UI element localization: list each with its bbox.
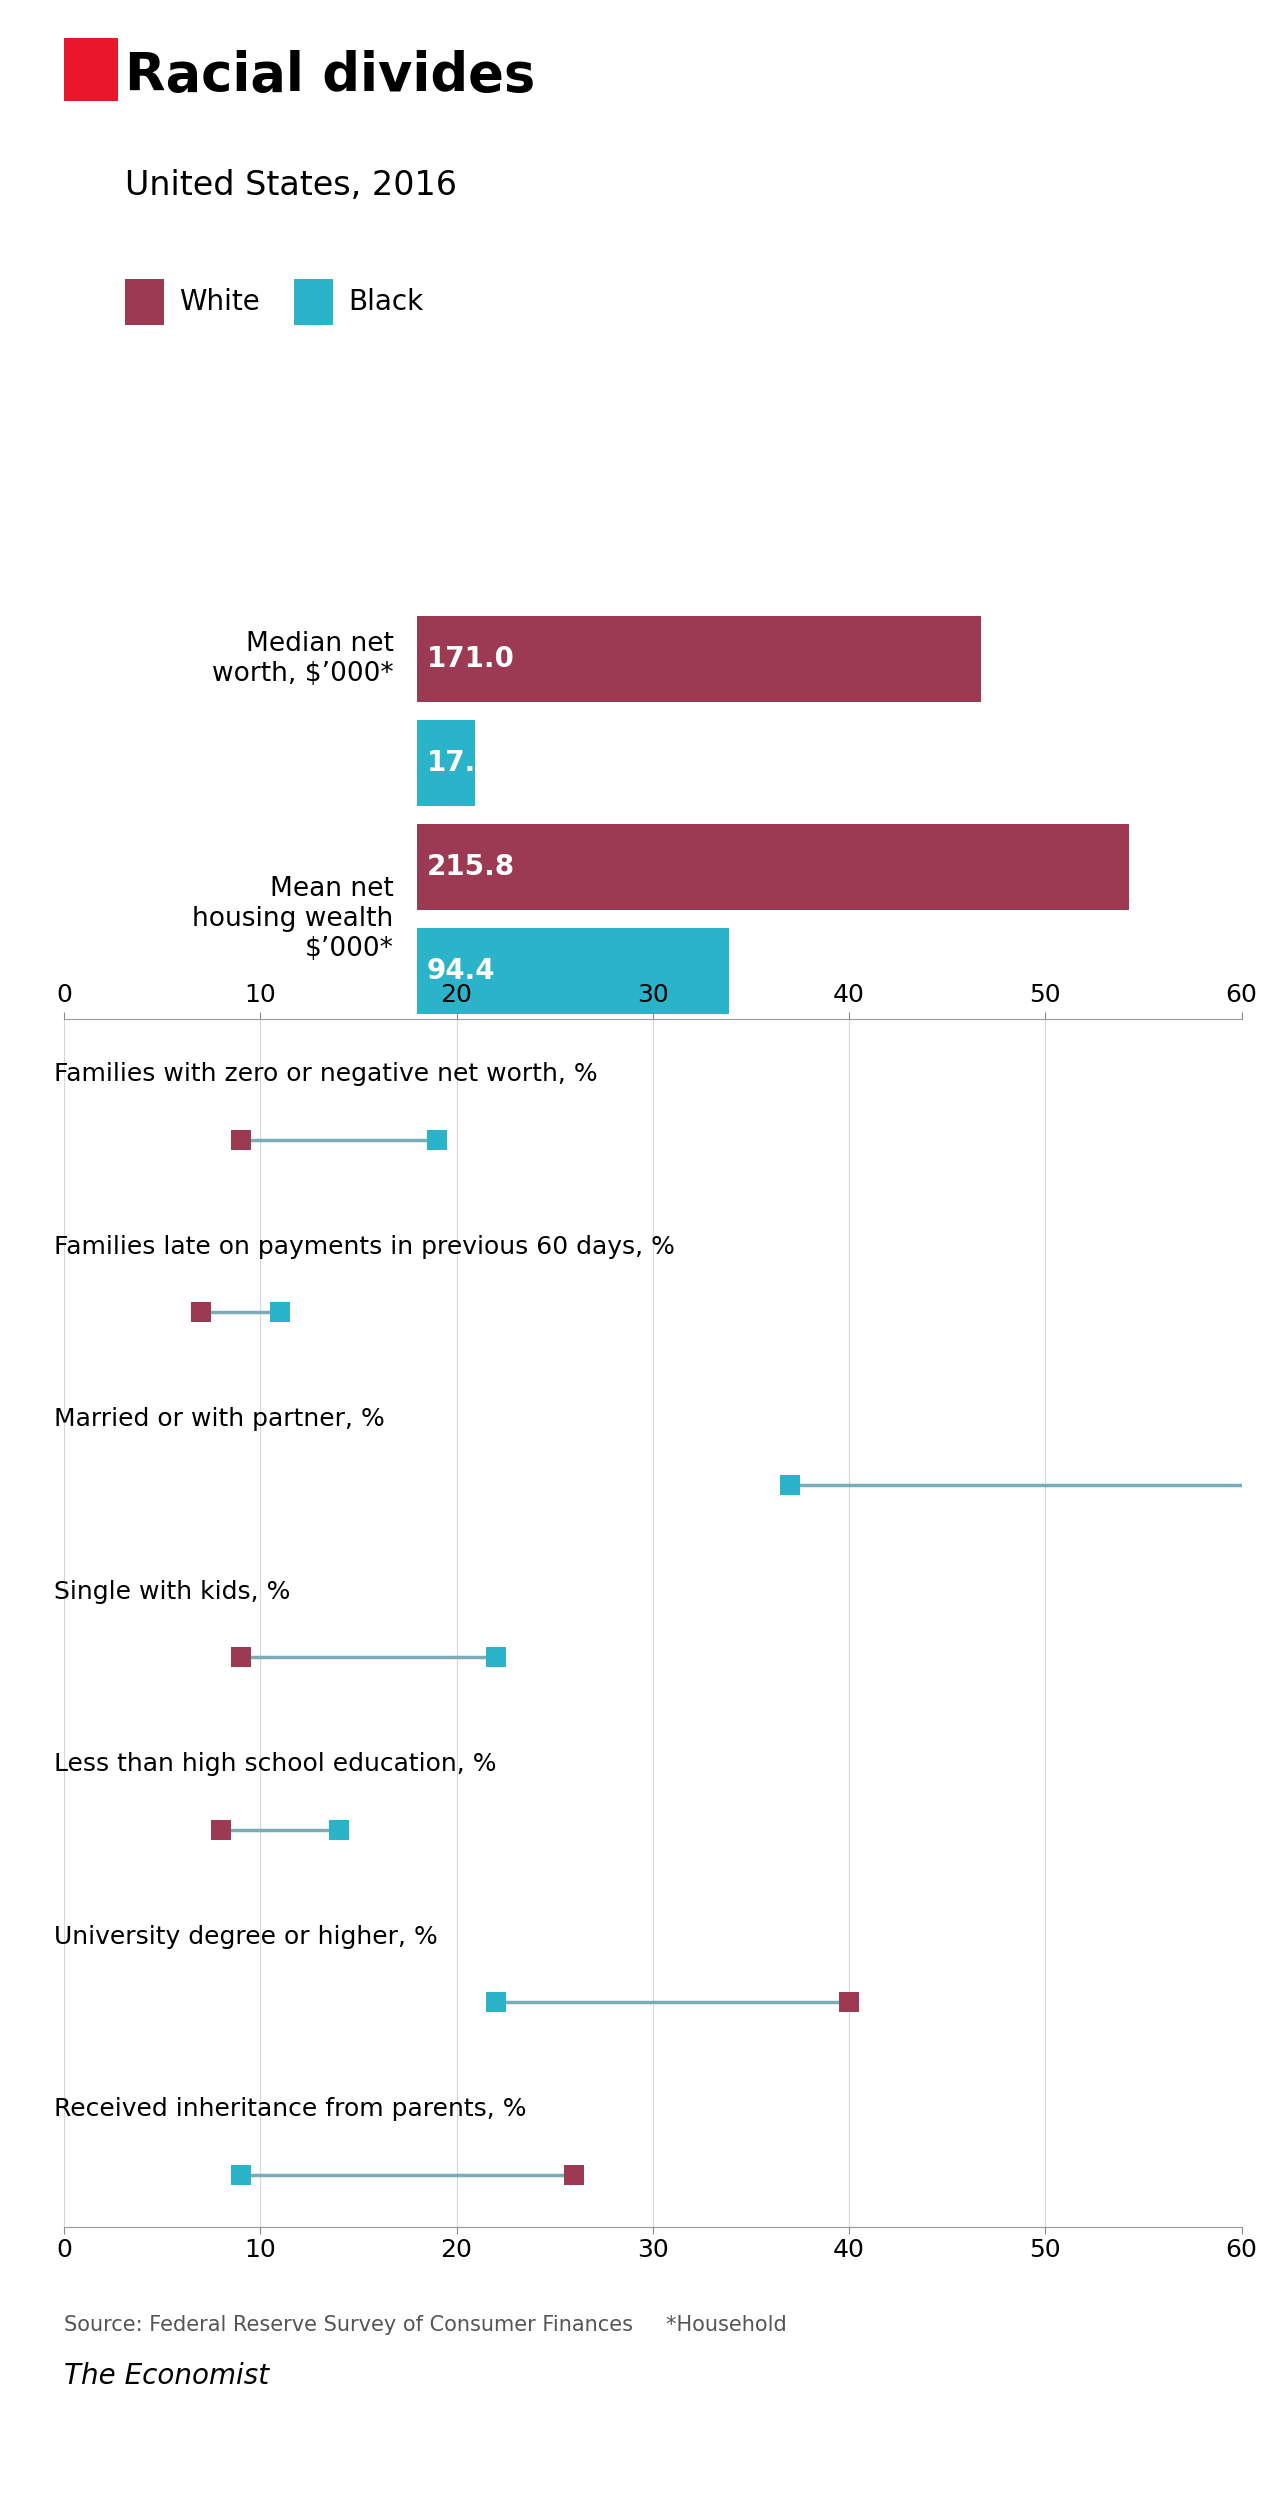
Text: 215.8: 215.8 — [426, 853, 515, 881]
Text: Less than high school education, %: Less than high school education, % — [54, 1751, 497, 1776]
Text: University degree or higher, %: University degree or higher, % — [54, 1925, 438, 1950]
Bar — [417, 720, 475, 805]
Text: Families late on payments in previous 60 days, %: Families late on payments in previous 60… — [54, 1235, 675, 1258]
Text: The Economist: The Economist — [64, 2363, 269, 2390]
Text: Median net
worth, $’000*: Median net worth, $’000* — [212, 632, 394, 687]
Text: Black: Black — [348, 287, 424, 317]
Text: Single with kids, %: Single with kids, % — [54, 1580, 291, 1603]
Text: Families with zero or negative net worth, %: Families with zero or negative net worth… — [54, 1062, 598, 1087]
Bar — [417, 616, 980, 702]
Text: 94.4: 94.4 — [426, 959, 495, 986]
Text: United States, 2016: United States, 2016 — [125, 169, 457, 201]
Text: Received inheritance from parents, %: Received inheritance from parents, % — [54, 2098, 526, 2121]
Text: White: White — [179, 287, 260, 317]
Text: 171.0: 171.0 — [426, 644, 515, 672]
Bar — [417, 928, 728, 1014]
Text: Source: Federal Reserve Survey of Consumer Finances     *Household: Source: Federal Reserve Survey of Consum… — [64, 2315, 787, 2335]
Text: Mean net
housing wealth
$’000*: Mean net housing wealth $’000* — [192, 876, 394, 961]
Text: 17.6: 17.6 — [426, 750, 495, 777]
Bar — [417, 825, 1129, 911]
Text: Racial divides: Racial divides — [125, 50, 536, 103]
Text: Married or with partner, %: Married or with partner, % — [54, 1406, 385, 1432]
